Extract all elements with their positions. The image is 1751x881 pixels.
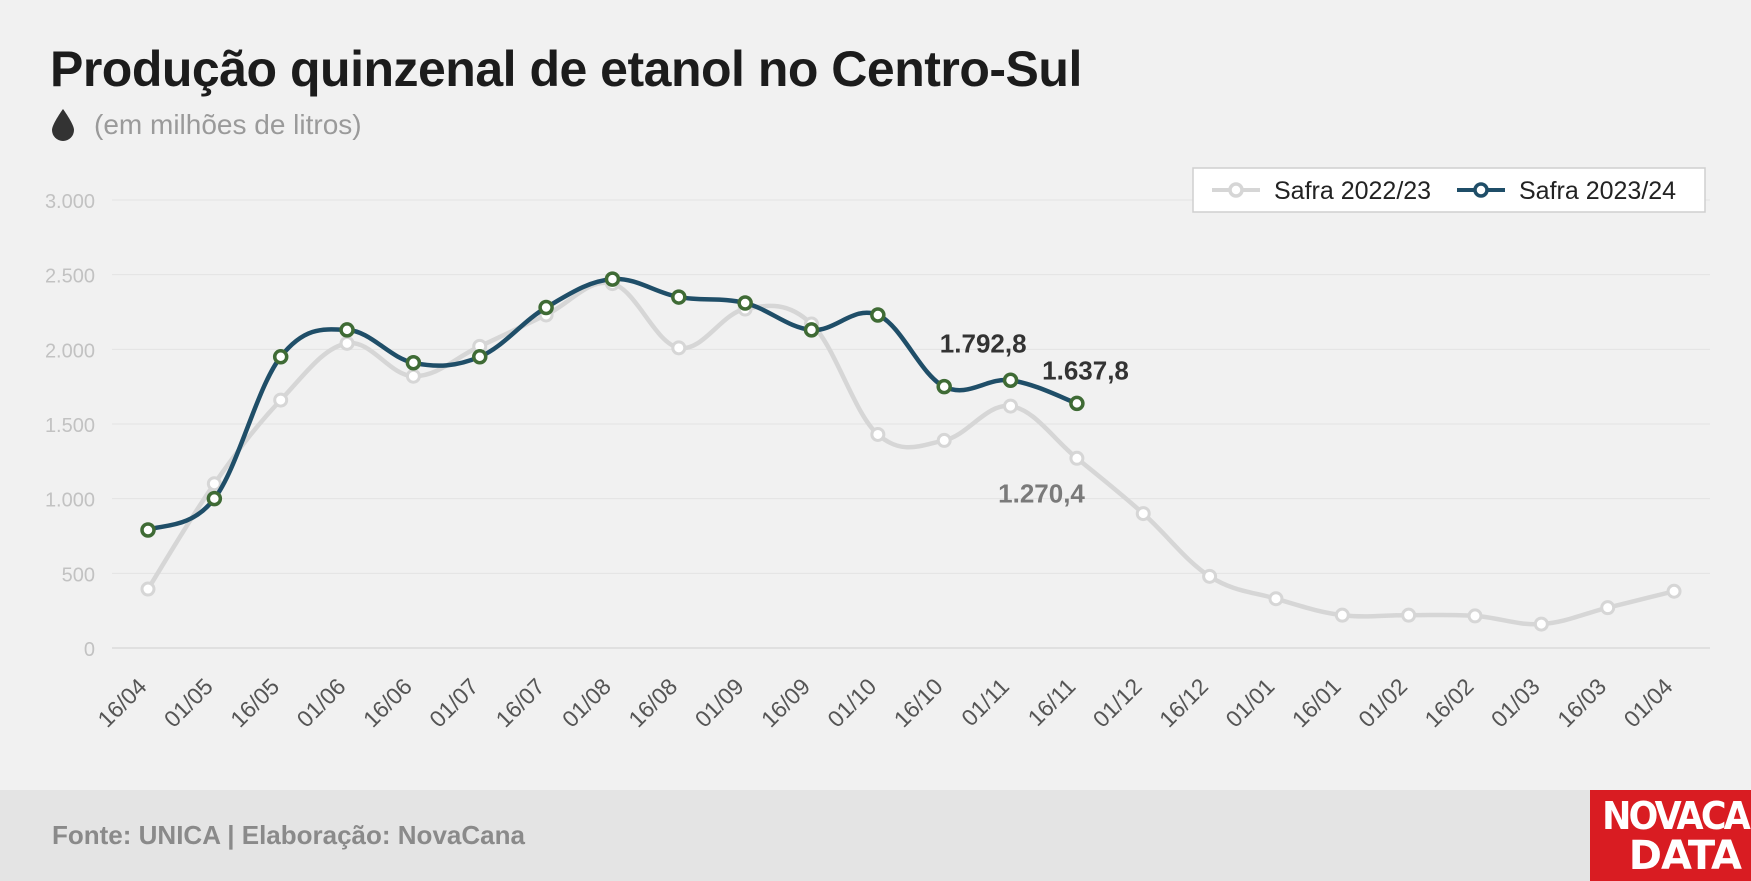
data-point xyxy=(604,271,621,287)
data-point xyxy=(1002,372,1019,389)
data-point xyxy=(737,295,753,311)
data-point xyxy=(206,476,222,492)
x-tick-label: 01/01 xyxy=(1220,673,1279,732)
data-point xyxy=(671,340,687,356)
data-label: 1.792,8 xyxy=(940,328,1027,358)
data-point xyxy=(339,322,355,338)
x-tick-label: 16/04 xyxy=(92,673,151,732)
x-tick-label: 01/04 xyxy=(1618,673,1677,732)
x-tick-label: 16/06 xyxy=(358,673,417,732)
data-point xyxy=(1202,568,1218,584)
y-tick-label: 500 xyxy=(62,564,95,586)
x-tick-label: 16/12 xyxy=(1154,673,1213,732)
x-tick-label: 16/03 xyxy=(1552,673,1611,732)
x-tick-label: 01/12 xyxy=(1088,673,1147,732)
x-tick-label: 01/10 xyxy=(822,673,881,732)
y-tick-label: 2.500 xyxy=(45,266,95,288)
data-point xyxy=(538,299,554,316)
x-tick-label: 01/02 xyxy=(1353,673,1412,732)
series-2023-24 xyxy=(140,271,1085,538)
data-point xyxy=(339,335,355,351)
data-point xyxy=(870,307,886,323)
x-tick-label: 16/11 xyxy=(1023,673,1081,731)
data-point xyxy=(1467,608,1483,624)
data-point xyxy=(140,522,156,538)
series-2022-23 xyxy=(140,276,1682,632)
data-point xyxy=(671,289,687,305)
subtitle: (em milhões de litros) xyxy=(50,108,362,142)
series-line xyxy=(145,276,1080,533)
page-title: Produção quinzenal de etanol no Centro-S… xyxy=(50,41,1082,97)
data-point xyxy=(936,432,952,448)
logo-line-2: DATA xyxy=(1628,833,1742,879)
data-point xyxy=(1533,616,1549,632)
data-point xyxy=(1268,591,1284,607)
x-tick-label: 16/05 xyxy=(225,673,284,732)
data-label: 1.270,4 xyxy=(998,478,1085,508)
x-tick-label: 01/03 xyxy=(1486,673,1545,732)
x-tick-label: 16/10 xyxy=(889,673,948,732)
novacana-data-logo: NOVACANA DATA xyxy=(1590,790,1751,881)
data-point xyxy=(405,368,421,384)
x-tick-label: 01/07 xyxy=(424,673,483,732)
data-point xyxy=(272,349,289,365)
data-point xyxy=(1135,506,1151,522)
data-point xyxy=(472,349,488,365)
data-point xyxy=(1600,600,1616,616)
drop-icon xyxy=(52,109,74,141)
x-tick-label: 16/09 xyxy=(756,673,815,732)
footer: Fonte: UNICA | Elaboração: NovaCana NOVA… xyxy=(0,790,1751,881)
data-label: 1.637,8 xyxy=(1042,355,1129,385)
legend-box xyxy=(1192,167,1706,213)
legend: Safra 2022/23 Safra 2023/24 xyxy=(1192,167,1706,213)
data-point xyxy=(803,322,820,338)
y-tick-label: 3.000 xyxy=(45,191,95,213)
logo-line-1: NOVACANA xyxy=(1602,794,1751,838)
legend-item-2023-24: Safra 2023/24 xyxy=(1457,177,1676,205)
subtitle-text: (em milhões de litros) xyxy=(94,109,362,140)
data-point xyxy=(206,490,223,507)
data-point xyxy=(273,392,289,408)
x-tick-label: 01/11 xyxy=(956,673,1014,731)
data-point xyxy=(1003,398,1019,414)
data-point xyxy=(1401,607,1417,623)
data-point xyxy=(936,378,952,395)
data-point xyxy=(1069,450,1085,466)
x-tick-label: 16/07 xyxy=(491,673,550,732)
source-credit: Fonte: UNICA | Elaboração: NovaCana xyxy=(52,820,525,850)
y-tick-label: 2.000 xyxy=(45,340,95,362)
x-tick-label: 01/06 xyxy=(291,673,350,732)
x-tick-label: 16/02 xyxy=(1419,673,1478,732)
data-point xyxy=(405,355,422,371)
x-tick-label: 16/01 xyxy=(1287,673,1346,732)
y-tick-label: 1.000 xyxy=(45,490,95,512)
data-point xyxy=(1069,395,1085,412)
data-point xyxy=(1334,607,1350,623)
data-point xyxy=(140,581,156,597)
x-tick-label: 01/08 xyxy=(557,673,616,732)
data-point xyxy=(870,426,886,442)
legend-swatch-marker xyxy=(1473,182,1489,198)
legend-label: Safra 2022/23 xyxy=(1274,177,1431,205)
x-tick-label: 01/09 xyxy=(690,673,749,732)
y-tick-label: 1.500 xyxy=(45,415,95,437)
x-tick-label: 16/08 xyxy=(623,673,682,732)
x-tick-label: 01/05 xyxy=(159,673,218,732)
legend-label: Safra 2023/24 xyxy=(1519,177,1676,205)
data-point xyxy=(1666,583,1682,599)
legend-item-2022-23: Safra 2022/23 xyxy=(1212,177,1431,205)
legend-swatch-marker xyxy=(1228,182,1244,198)
y-tick-label: 0 xyxy=(84,639,95,661)
